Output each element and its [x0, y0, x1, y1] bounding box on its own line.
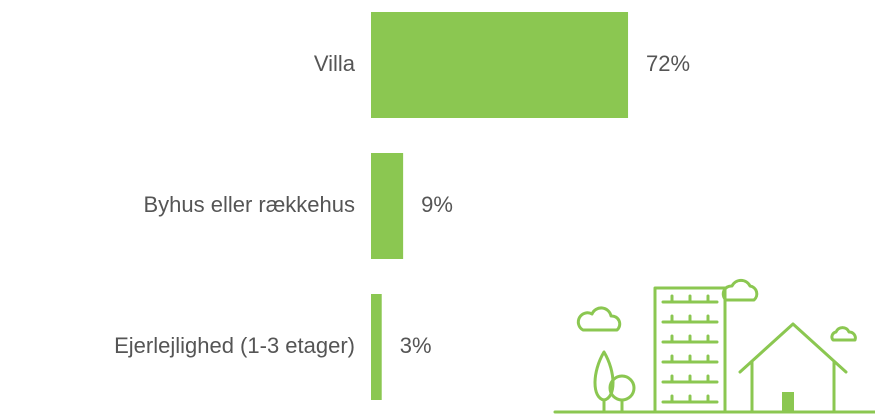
bar	[371, 294, 382, 400]
value-label: 72%	[646, 51, 690, 76]
bar	[371, 153, 403, 259]
chart: Villa 72% Byhus eller rækkehus 9% Ejerlejlig…	[0, 0, 875, 416]
category-label: Ejerlejlighed (1-3 etager)	[114, 333, 355, 358]
bar	[371, 12, 628, 118]
category-label: Byhus eller rækkehus	[143, 192, 355, 217]
value-label: 9%	[421, 192, 453, 217]
value-label: 3%	[400, 333, 432, 358]
category-label: Villa	[314, 51, 356, 76]
illustration	[555, 280, 875, 412]
